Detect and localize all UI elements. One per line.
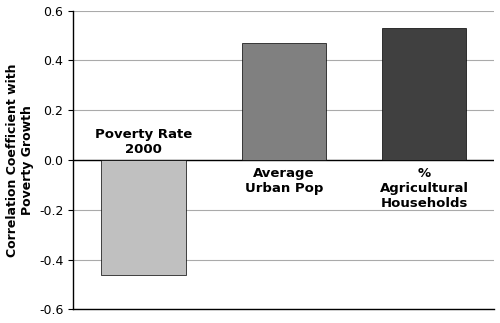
Text: %
Agricultural
Households: % Agricultural Households <box>380 167 468 211</box>
Y-axis label: Correlation Coefficient with
Poverty Growth: Correlation Coefficient with Poverty Gro… <box>6 63 34 257</box>
Bar <box>242 43 326 160</box>
Bar <box>102 160 186 275</box>
Text: Average
Urban Pop: Average Urban Pop <box>244 167 323 195</box>
Bar <box>382 28 466 160</box>
Text: Poverty Rate
2000: Poverty Rate 2000 <box>95 128 192 156</box>
